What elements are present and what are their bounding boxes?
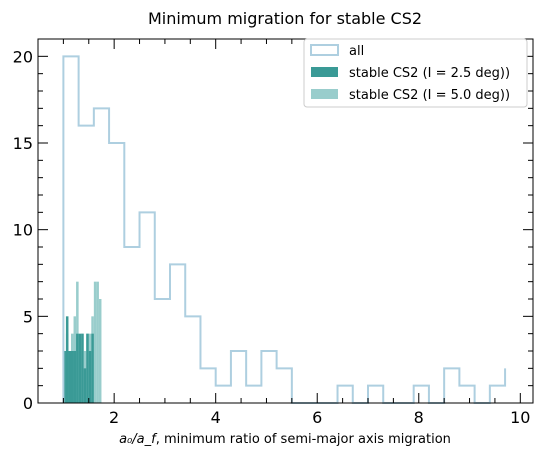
bar-series-1-bin-10 [88, 351, 92, 403]
legend-label-1: stable CS2 (I = 2.5 deg)) [349, 66, 510, 81]
y-tick-label: 10 [13, 221, 33, 240]
y-tick-label: 15 [13, 134, 33, 153]
bar-series-1-bin-8 [83, 368, 87, 403]
x-tick-label: 2 [109, 408, 119, 427]
bar-series-1-bin-4 [73, 351, 77, 403]
bar-series-1-bin-2 [68, 351, 71, 403]
legend: all stable CS2 (I = 2.5 deg)) stable CS2 (… [303, 38, 528, 108]
bar-series-1-bin-11 [91, 333, 94, 403]
bar-series-2-bin-12 [93, 281, 97, 403]
bar-series-1-bin-0 [63, 351, 66, 403]
histogram-bars [63, 281, 102, 403]
x-axis-label-text: , minimum ratio of semi-major axis migra… [156, 432, 451, 447]
x-tick-label: 4 [211, 408, 221, 427]
x-tick-label: 10 [510, 408, 530, 427]
plot-frame [37, 38, 534, 404]
legend-swatch-2 [311, 89, 338, 99]
legend-swatch-1 [311, 67, 338, 77]
y-tick-label: 20 [13, 47, 33, 66]
legend-label-2: stable CS2 (I = 5.0 deg)) [349, 88, 510, 103]
histogram-steps [62, 55, 507, 404]
bar-series-1-bin-7 [81, 333, 84, 403]
y-tick-label: 5 [23, 307, 33, 326]
step-line-series-0 [62, 55, 507, 404]
legend-label-0: all [349, 44, 364, 59]
bar-series-1-bin-3 [71, 351, 74, 403]
x-axis-label: a₀/a_f, minimum ratio of semi-major axis… [119, 432, 451, 447]
bar-series-2-bin-13 [96, 281, 99, 403]
x-tick-label: 6 [312, 408, 322, 427]
axis-tick-labels: 2 4 6 8 10 0 5 10 15 20 [13, 47, 531, 427]
bar-series-1-bin-5 [76, 333, 79, 403]
y-tick-label: 0 [23, 394, 33, 413]
x-tick-label: 8 [414, 408, 424, 427]
chart-title: Minimum migration for stable CS2 [148, 9, 422, 28]
legend-swatch-0 [310, 44, 339, 56]
legend-frame [303, 38, 528, 108]
bar-series-1-bin-9 [86, 333, 89, 403]
bar-series-1-bin-1 [65, 316, 69, 403]
legend-items: all stable CS2 (I = 2.5 deg)) stable CS2 (… [310, 44, 510, 103]
bar-series-2-bin-14 [98, 299, 102, 403]
bar-series-1-bin-6 [78, 333, 82, 403]
x-axis-label-math: a₀/a_f [119, 432, 158, 447]
